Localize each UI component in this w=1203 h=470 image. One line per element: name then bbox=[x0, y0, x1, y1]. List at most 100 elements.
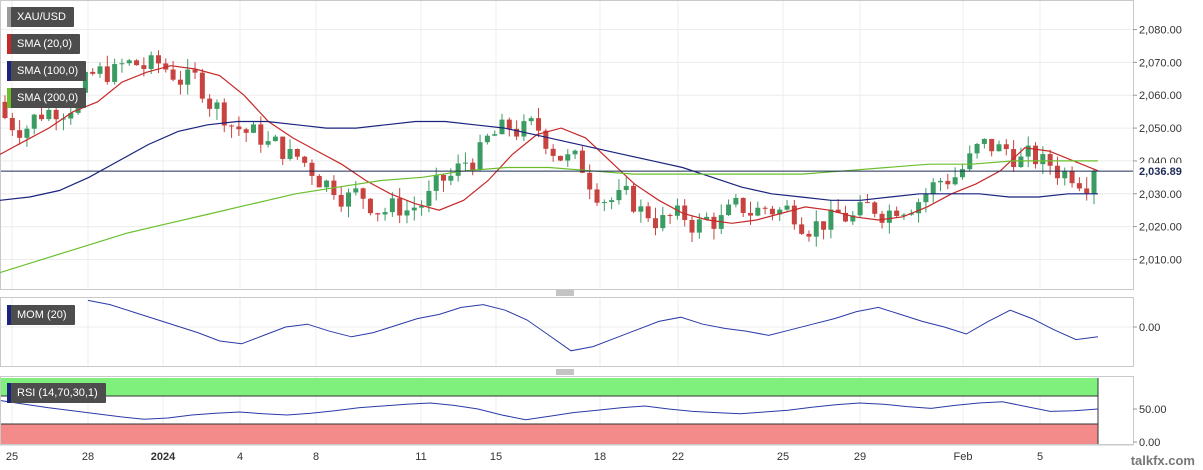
candle-body bbox=[170, 69, 176, 80]
candle-body bbox=[90, 71, 96, 74]
candle-body bbox=[981, 138, 987, 144]
candle-body bbox=[901, 214, 907, 217]
candle-body bbox=[594, 189, 600, 203]
y-tick-label: 2,010.00 bbox=[1139, 254, 1182, 266]
legend-symbol: XAU/USD bbox=[7, 7, 74, 27]
price-panel-frame bbox=[0, 0, 1134, 290]
candle-body bbox=[470, 162, 476, 170]
mom-tick-label: 0.00 bbox=[1139, 322, 1160, 334]
candle-body bbox=[155, 55, 161, 64]
candle-body bbox=[272, 136, 278, 142]
candle-body bbox=[959, 169, 965, 178]
candle-body bbox=[360, 188, 366, 199]
candle-body bbox=[294, 149, 300, 157]
candle-body bbox=[996, 144, 1002, 152]
candle-body bbox=[221, 102, 227, 126]
candle-body bbox=[367, 198, 373, 214]
candle-body bbox=[521, 121, 527, 137]
candle-body bbox=[528, 118, 534, 122]
y-tick-label: 2,020.00 bbox=[1139, 222, 1182, 234]
x-tick-label: 22 bbox=[672, 451, 684, 463]
candle-body bbox=[39, 114, 45, 120]
candle-body bbox=[433, 174, 439, 191]
y-tick-label: 2,050.00 bbox=[1139, 123, 1182, 135]
candle-body bbox=[492, 134, 498, 136]
candle-body bbox=[185, 69, 191, 85]
x-tick-label: 15 bbox=[490, 451, 502, 463]
candle-body bbox=[916, 202, 922, 214]
candle-body bbox=[1033, 145, 1039, 165]
candle-body bbox=[879, 213, 885, 223]
candle-body bbox=[543, 130, 549, 149]
candle-body bbox=[769, 208, 775, 215]
candle-body bbox=[397, 198, 403, 216]
candle-body bbox=[9, 117, 15, 131]
candle-body bbox=[119, 63, 125, 65]
candle-body bbox=[280, 136, 286, 159]
candle-body bbox=[426, 190, 432, 206]
candle-body bbox=[1084, 188, 1090, 194]
candle-body bbox=[835, 209, 841, 213]
candle-body bbox=[324, 180, 330, 188]
candle-body bbox=[60, 118, 66, 120]
candle-body bbox=[441, 174, 447, 181]
candle-body bbox=[338, 194, 344, 207]
candle-body bbox=[192, 69, 198, 73]
candle-body bbox=[952, 177, 958, 185]
candle-body bbox=[696, 219, 702, 233]
candle-body bbox=[448, 175, 454, 181]
legend-sma-200: SMA (200,0) bbox=[7, 88, 87, 108]
candle-body bbox=[645, 206, 651, 219]
candle-body bbox=[17, 130, 23, 138]
candle-body bbox=[97, 66, 103, 74]
candle-body bbox=[784, 205, 790, 210]
candle-body bbox=[623, 185, 629, 191]
candle-body bbox=[346, 192, 352, 207]
candle-body bbox=[148, 55, 154, 70]
candle-body bbox=[104, 66, 110, 82]
candle-body bbox=[382, 212, 388, 215]
candle-body bbox=[141, 65, 147, 70]
candle-body bbox=[579, 150, 585, 173]
candle-body bbox=[389, 198, 395, 213]
candle-body bbox=[499, 119, 505, 135]
candle-body bbox=[550, 148, 556, 156]
candle-body bbox=[46, 109, 52, 120]
candle-body bbox=[1076, 183, 1082, 189]
candle-body bbox=[762, 207, 768, 209]
candle-body bbox=[243, 129, 249, 133]
legend-rsi: RSI (14,70,30,1) bbox=[7, 383, 106, 403]
candle-body bbox=[565, 154, 571, 161]
candle-body bbox=[843, 212, 849, 222]
candle-body bbox=[638, 206, 644, 212]
candle-body bbox=[134, 60, 140, 66]
rsi-tick-label: 50.00 bbox=[1139, 404, 1167, 416]
legend-sma-200-text: SMA (200,0) bbox=[17, 92, 79, 104]
candle-body bbox=[419, 205, 425, 208]
candle-body bbox=[506, 119, 512, 129]
candle-body bbox=[938, 180, 944, 183]
candle-body bbox=[1025, 145, 1031, 157]
candle-body bbox=[601, 202, 607, 204]
candle-body bbox=[587, 172, 593, 190]
last-price-label: 2,036.89 bbox=[1139, 166, 1182, 178]
candle-body bbox=[411, 207, 417, 211]
candle-body bbox=[455, 163, 461, 176]
candle-body bbox=[726, 204, 732, 216]
candle-body bbox=[609, 200, 615, 203]
candle-body bbox=[821, 221, 827, 230]
candle-body bbox=[704, 216, 710, 220]
candle-body bbox=[236, 126, 242, 130]
candle-body bbox=[250, 124, 256, 133]
legend-mom-text: MOM (20) bbox=[17, 309, 67, 321]
legend-sma-20: SMA (20,0) bbox=[7, 34, 81, 54]
candle-body bbox=[514, 128, 520, 137]
rsi-line bbox=[0, 400, 1099, 421]
candle-body bbox=[68, 112, 74, 119]
candle-body bbox=[207, 98, 213, 109]
candle-body bbox=[733, 197, 739, 205]
candle-body bbox=[309, 162, 315, 176]
candle-body bbox=[265, 141, 271, 145]
y-tick-label: 2,070.00 bbox=[1139, 57, 1182, 69]
candle-body bbox=[375, 213, 381, 215]
